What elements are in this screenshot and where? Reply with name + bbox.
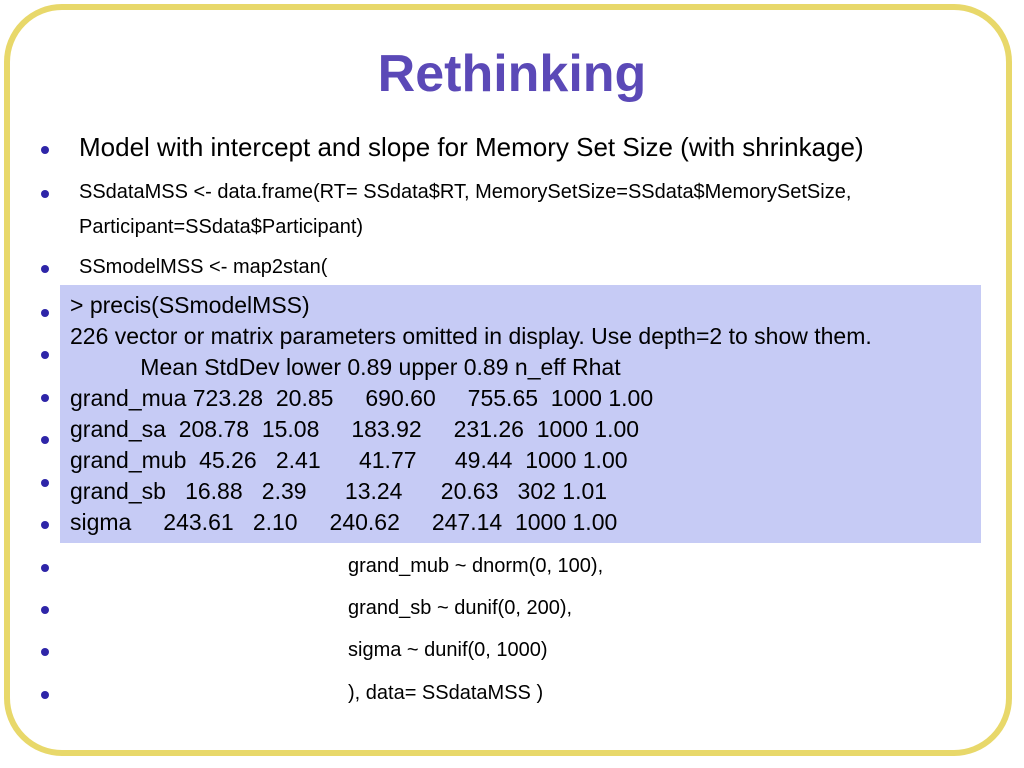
omitted-note: 226 vector or matrix parameters omitted … — [70, 323, 872, 349]
bullet-text-map2stan: SSmodelMSS <- map2stan( — [79, 256, 328, 278]
bullet-icon — [41, 394, 49, 402]
bullet-icon — [41, 691, 49, 699]
prior-grand-sb: grand_sb ~ dunif(0, 200), — [348, 597, 573, 619]
bullet-icon — [41, 648, 49, 656]
prior-grand-mub: grand_mub ~ dnorm(0, 100), — [348, 555, 604, 577]
table-row: grand_mub 45.26 2.41 41.77 49.44 1000 1.… — [70, 447, 628, 473]
table-row: sigma 243.61 2.10 240.62 247.14 1000 1.0… — [70, 509, 618, 535]
table-header: Mean StdDev lower 0.89 upper 0.89 n_eff … — [70, 354, 621, 380]
table-row: grand_sb 16.88 2.39 13.24 20.63 302 1.01 — [70, 478, 608, 504]
output-panel — [60, 285, 981, 543]
bullet-icon — [41, 351, 49, 359]
slide-title: Rethinking — [377, 45, 647, 103]
bullet-icon — [41, 146, 49, 154]
table-row: grand_mua 723.28 20.85 690.60 755.65 100… — [70, 385, 654, 411]
bullet-text-dataframe-cont: Participant=SSdata$Participant) — [79, 216, 364, 238]
bullet-icon — [41, 606, 49, 614]
bullet-icon — [41, 479, 49, 487]
bullet-icon — [41, 309, 49, 317]
bullet-icon — [41, 521, 49, 529]
bullet-icon — [41, 265, 49, 273]
bullet-text-model: Model with intercept and slope for Memor… — [79, 132, 864, 162]
bullet-icon — [41, 436, 49, 444]
prior-sigma: sigma ~ dunif(0, 1000) — [348, 639, 548, 661]
bullet-icon — [41, 190, 49, 198]
table-row: grand_sa 208.78 15.08 183.92 231.26 1000… — [70, 416, 640, 442]
bullet-icon — [41, 564, 49, 572]
slide-border — [4, 4, 1012, 756]
precis-command: > precis(SSmodelMSS) — [70, 292, 310, 318]
bullet-text-dataframe: SSdataMSS <- data.frame(RT= SSdata$RT, M… — [79, 181, 852, 203]
model-data-line: ), data= SSdataMSS ) — [348, 682, 544, 704]
